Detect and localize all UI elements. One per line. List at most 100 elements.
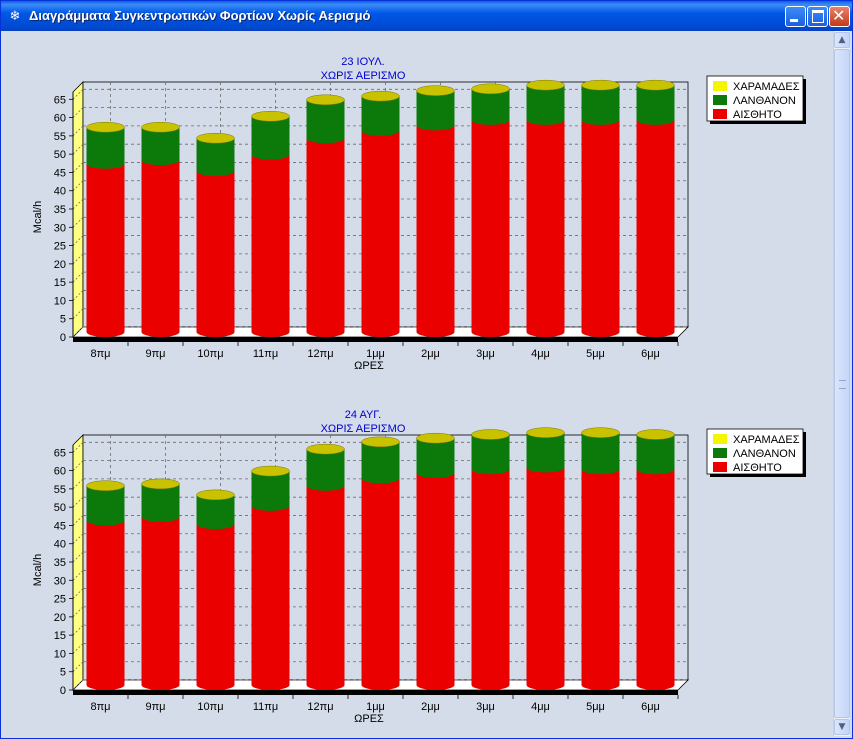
bar-body [416,472,455,690]
bar-cap [526,427,565,438]
bar-cap [86,121,125,133]
bar-segment [471,88,510,125]
y-tick-label: 10 [54,295,66,307]
bar-body [471,469,510,690]
bar-cap [196,489,235,501]
scroll-up-icon[interactable]: ▲ [834,32,850,48]
bar-cap [196,132,235,144]
bar-segment [416,472,455,690]
legend-label: ΧΑΡΑΜΑΔΕΣ [733,81,800,93]
x-tick-label: 1μμ [366,348,385,360]
bar-body [141,160,180,337]
x-tick-label: 6μμ [641,348,660,360]
bar-segment [86,163,125,337]
bar-segment [361,96,400,136]
bar-body [581,432,620,475]
y-tick-label: 65 [54,447,66,459]
y-tick-label: 30 [54,222,66,234]
bar-segment [141,127,180,166]
bar-body [306,449,345,491]
bar-body [471,434,510,475]
bar-segment [196,138,235,177]
bar-segment [141,160,180,337]
x-tick-label: 9πμ [145,348,165,360]
bar-segment [361,441,400,484]
bar-cap [416,85,455,96]
x-tick-label: 8πμ [90,348,110,360]
bar-segment [306,485,345,690]
y-axis-label: Mcal/h [32,201,44,233]
bar-cap [581,427,620,438]
bar-body [581,119,620,337]
bar-body [306,485,345,690]
bar-segment [581,119,620,337]
bar-body [526,85,565,125]
bar-cap [306,443,345,455]
bar-cap [636,429,675,440]
maximize-button[interactable] [807,6,828,27]
bar-segment [526,467,565,690]
bar-segment [471,119,510,337]
legend-label: ΛΑΝΘΑΝΟΝ [733,448,796,460]
x-tick-label: 10πμ [197,701,223,713]
bar-body [581,85,620,125]
y-tick-label: 0 [60,332,66,344]
bar-body [636,85,675,125]
bar-body [636,469,675,690]
bar-segment [361,130,400,337]
bar-body [581,469,620,690]
bar-body [251,505,290,690]
y-tick-label: 60 [54,113,66,125]
bar-cap [361,436,400,448]
bar-cap [141,121,180,133]
title-bar[interactable]: ❄ Διαγράμματα Συγκεντρωτικών Φορτίων Χωρ… [1,1,852,31]
close-button[interactable]: ✕ [829,6,850,27]
bar-segment [251,505,290,690]
left-wall [72,434,84,691]
bar-body [141,516,180,690]
bar-segment [361,478,400,690]
x-tick-label: 12πμ [307,348,333,360]
bar-body [361,441,400,484]
bar-segment [636,469,675,690]
y-tick-label: 40 [54,186,66,198]
bar-cap [306,94,345,106]
bar-body [141,127,180,166]
bar-cap [471,83,510,95]
legend-label: ΑΙΣΘΗΤΟ [733,109,782,121]
scroll-thumb[interactable] [834,49,850,718]
bar-segment [581,85,620,125]
bar-segment [306,449,345,491]
bar-segment [251,116,290,160]
bar-body [416,90,455,131]
bar-body [306,138,345,337]
y-tick-label: 65 [54,94,66,106]
legend-swatch [713,95,727,105]
y-tick-label: 5 [60,314,66,326]
snowflake-icon[interactable]: ❄ [9,8,21,24]
bar-body [141,483,180,522]
maximize-icon [812,10,824,23]
bar-segment [196,171,235,337]
chart-area: 0 5 10 15 20 25 30 35 40 45 50 55 60 65 8πμ 9πμ 10πμ 11πμ… [5,31,850,736]
x-tick-label: 3μμ [476,701,495,713]
legend-swatch [713,434,727,444]
vertical-scrollbar[interactable]: ▲ ▼ [833,31,850,736]
bar-body [251,116,290,160]
bar-cap [581,79,620,91]
bar-body [86,485,125,526]
legend-label: ΑΙΣΘΗΤΟ [733,462,782,474]
bar-segment [141,483,180,522]
bar-segment [526,119,565,337]
bar-segment [86,485,125,526]
bar-body [361,478,400,690]
x-tick-label: 3μμ [476,348,495,360]
minimize-button[interactable] [785,6,806,27]
bar-body [86,127,125,169]
scroll-down-icon[interactable]: ▼ [834,719,850,735]
x-tick-label: 5μμ [586,348,605,360]
bar-segment [196,524,235,690]
bar-cap [251,111,290,122]
bar-body [361,96,400,136]
bar-cap [86,480,125,491]
